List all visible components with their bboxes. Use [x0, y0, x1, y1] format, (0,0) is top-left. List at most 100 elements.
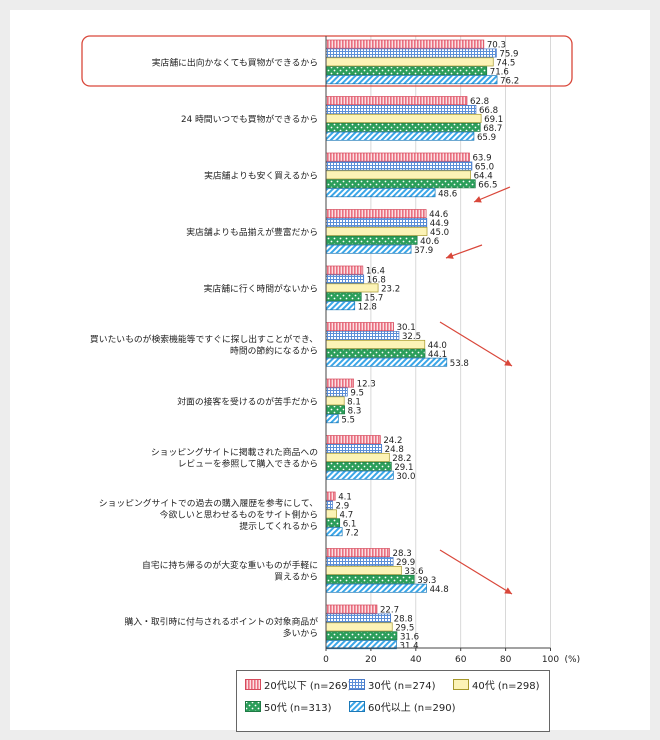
- bar-c10-s3: [325, 631, 398, 641]
- value-label-c4-s2: 23.2: [381, 285, 400, 295]
- bar-c0-s0: [325, 39, 485, 49]
- x-tick-label-40: 40: [410, 655, 422, 665]
- x-tick-label-0: 0: [323, 655, 329, 665]
- value-label-c7-s3: 29.1: [394, 463, 413, 473]
- bar-c2-s3: [325, 179, 476, 189]
- bar-c1-s4: [325, 131, 475, 141]
- value-label-c10-s2: 29.5: [395, 624, 414, 634]
- bars: [325, 39, 498, 650]
- bar-c7-s2: [325, 452, 390, 462]
- bar-c1-s3: [325, 122, 481, 132]
- bar-c2-s4: [325, 188, 436, 198]
- legend: 20代以下 (n=269) 30代 (n=274) 40代 (n=298) 50代 (…: [236, 670, 550, 732]
- bar-c3-s4: [325, 244, 412, 254]
- value-label-c8-s2: 4.7: [340, 511, 354, 521]
- value-label-c10-s3: 31.6: [400, 632, 419, 642]
- value-label-c1-s0: 62.8: [470, 97, 489, 107]
- value-label-c5-s2: 44.0: [428, 341, 447, 351]
- bar-c1-s0: [325, 96, 468, 106]
- legend-label-3: 50代 (n=313): [264, 702, 332, 714]
- legend-swatch-0: [245, 678, 261, 690]
- x-axis: 0 20 40 60 80 100 (%): [323, 36, 580, 665]
- value-label-c9-s3: 39.3: [417, 576, 436, 586]
- value-label-c2-s4: 48.6: [438, 189, 457, 199]
- bar-c3-s1: [325, 218, 428, 227]
- value-label-c1-s3: 68.7: [483, 124, 502, 134]
- x-tick-label-80: 80: [500, 655, 512, 665]
- bar-c6-s4: [325, 414, 339, 424]
- trend-arrow-1: [445, 244, 483, 259]
- bar-c7-s3: [325, 461, 392, 471]
- value-label-c0-s3: 71.6: [490, 67, 509, 77]
- bar-c7-s1: [325, 444, 383, 453]
- value-label-c3-s1: 44.9: [430, 219, 449, 229]
- bar-c4-s4: [325, 301, 356, 311]
- bar-c3-s3: [325, 235, 418, 245]
- bar-c2-s0: [325, 152, 470, 162]
- x-axis-unit: (%): [565, 655, 581, 665]
- category-label-8-0: ショッピングサイトでの過去の購入履歴を参考にして、: [99, 497, 318, 509]
- value-label-c2-s1: 65.0: [475, 163, 494, 173]
- value-label-c10-s4: 31.4: [399, 641, 418, 651]
- highlight-box: [81, 35, 573, 87]
- legend-swatch-1: [349, 678, 365, 690]
- bar-c0-s3: [325, 66, 488, 76]
- trend-arrow-2: [439, 321, 513, 367]
- value-label-c9-s2: 33.6: [404, 567, 423, 577]
- bar-c1-s2: [325, 113, 482, 123]
- legend-label-4: 60代以上 (n=290): [368, 702, 456, 714]
- bar-c6-s2: [325, 396, 345, 406]
- value-label-c0-s0: 70.3: [487, 41, 506, 51]
- bar-c10-s0: [325, 604, 378, 614]
- legend-label-0: 20代以下 (n=269): [264, 680, 352, 692]
- value-label-c3-s3: 40.6: [420, 237, 439, 247]
- value-label-c8-s3: 6.1: [343, 519, 357, 529]
- legend-swatch-4: [349, 700, 365, 712]
- value-label-c7-s1: 24.8: [385, 445, 404, 455]
- category-label-5-0: 買いたいものが検索機能等ですぐに探し出すことができ、: [90, 333, 318, 345]
- category-label-10-1: 多いから: [283, 627, 318, 639]
- category-label-10-0: 購入・取引時に付与されるポイントの対象商品が: [124, 616, 318, 628]
- bar-c10-s2: [325, 622, 393, 632]
- value-label-c2-s0: 63.9: [472, 154, 491, 164]
- legend-item-2: 40代 (n=298): [453, 677, 540, 692]
- category-label-6-0: 対面の接客を受けるのが苦手だから: [177, 395, 318, 407]
- value-label-c3-s0: 44.6: [429, 210, 448, 220]
- value-label-c8-s0: 4.1: [338, 493, 352, 503]
- bar-c0-s1: [325, 48, 497, 58]
- value-label-c6-s3: 8.3: [348, 406, 362, 416]
- value-label-c6-s4: 5.5: [341, 415, 355, 425]
- value-label-c1-s4: 65.9: [477, 133, 496, 143]
- bar-c9-s2: [325, 565, 402, 575]
- value-label-c2-s3: 66.5: [478, 180, 497, 190]
- legend-swatch-3: [245, 700, 261, 712]
- bar-c6-s0: [325, 378, 354, 388]
- bar-c4-s1: [325, 274, 365, 284]
- value-label-c5-s1: 32.5: [402, 332, 421, 342]
- category-label-5-1: 時間の節約になるから: [230, 345, 318, 357]
- x-tick-label-20: 20: [365, 655, 377, 665]
- bar-c5-s0: [325, 322, 394, 332]
- bar-c5-s1: [325, 331, 400, 340]
- category-label-8-2: 提示してくれるから: [239, 521, 318, 532]
- bar-c7-s4: [325, 470, 394, 480]
- value-label-c7-s4: 30.0: [396, 472, 415, 482]
- value-label-c8-s4: 7.2: [345, 528, 359, 538]
- bar-c0-s2: [325, 57, 494, 67]
- trend-arrows: [439, 186, 513, 595]
- category-label-9-0: 自宅に持ち帰るのが大変な重いものが手軽に: [142, 559, 318, 571]
- bar-c8-s1: [325, 500, 333, 510]
- bar-c5-s3: [325, 348, 426, 358]
- bar-c2-s2: [325, 170, 471, 180]
- value-label-c3-s2: 45.0: [430, 228, 449, 238]
- category-label-7-1: レビューを参照して購入できるから: [178, 458, 318, 470]
- legend-label-1: 30代 (n=274): [368, 680, 436, 692]
- bar-c8-s3: [325, 518, 341, 528]
- category-label-3-0: 実店舗よりも品揃えが豊富だから: [186, 226, 318, 238]
- bar-c6-s1: [325, 387, 348, 397]
- value-label-c9-s1: 29.9: [396, 558, 415, 568]
- value-label-c4-s3: 15.7: [364, 293, 383, 303]
- bar-c4-s0: [325, 265, 364, 275]
- value-label-c5-s4: 53.8: [450, 359, 469, 369]
